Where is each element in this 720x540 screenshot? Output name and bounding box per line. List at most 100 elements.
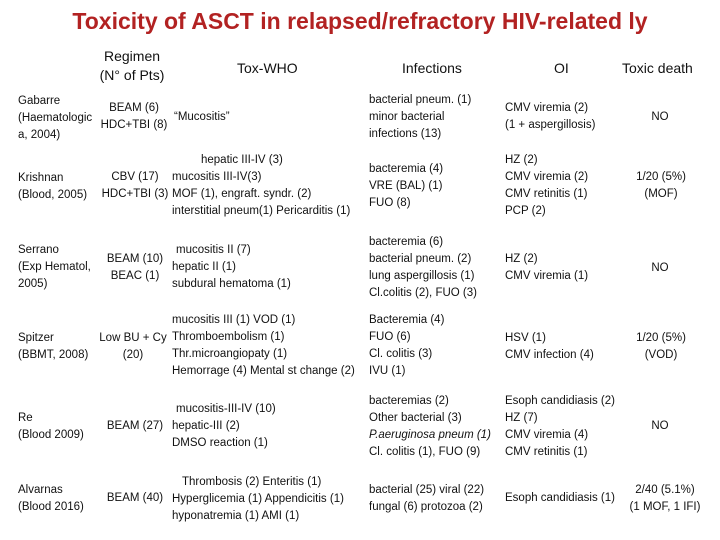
row-2-infections-line: VRE (BAL) (1) xyxy=(369,180,443,192)
row-2-study: Krishnan (Blood, 2005) xyxy=(18,170,87,204)
row-3-regimen-line: BEAC (1) xyxy=(110,270,160,282)
row-5-infections-line: Cl. colitis (1), FUO (9) xyxy=(369,446,481,458)
row-6-infections: bacterial (25) viral (22) fungal (6) pro… xyxy=(369,482,484,516)
row-3-regimen-line: BEAM (10) xyxy=(106,253,164,265)
row-5-tox-line: mucositis-III-IV (10) xyxy=(176,403,276,415)
row-1-regimen: BEAM (6) HDC+TBI (8) xyxy=(98,100,170,134)
row-6-study-line: Alvarnas xyxy=(18,484,63,496)
row-4-study-line: (BBMT, 2008) xyxy=(18,349,89,361)
row-2-oi-line: CMV viremia (2) xyxy=(505,171,589,183)
row-2-regimen: CBV (17) HDC+TBI (3) xyxy=(100,169,170,203)
row-2-regimen-line: HDC+TBI (3) xyxy=(101,188,169,200)
row-1-infections-line: minor bacterial xyxy=(369,111,445,123)
row-4-death-line: (VOD) xyxy=(644,349,678,361)
row-6-tox: Thrombosis (2) Enteritis (1) Hyperglicem… xyxy=(172,474,344,525)
row-5-infections: bacteremias (2) Other bacterial (3) P.ae… xyxy=(369,393,491,461)
row-3-death-line: NO xyxy=(651,262,669,274)
row-2-oi: HZ (2) CMV viremia (2) CMV retinitis (1)… xyxy=(505,152,588,220)
row-4-infections-line: IVU (1) xyxy=(369,365,406,377)
row-5-study: Re (Blood 2009) xyxy=(18,410,84,444)
row-4-death-line: 1/20 (5%) xyxy=(636,332,686,344)
row-2-tox-line: MOF (1), engraft. syndr. (2) xyxy=(172,188,312,200)
row-4-death: 1/20 (5%) (VOD) xyxy=(622,330,700,364)
row-4-regimen-line: Low BU + Cy xyxy=(99,332,167,344)
row-1-oi-line: CMV viremia (2) xyxy=(505,102,589,114)
row-4-oi: HSV (1) CMV infection (4) xyxy=(505,330,594,364)
row-2-death-line: 1/20 (5%) xyxy=(636,171,686,183)
row-5-oi: Esoph candidiasis (2) HZ (7) CMV viremia… xyxy=(505,393,615,461)
row-2-oi-line: CMV retinitis (1) xyxy=(505,188,588,200)
row-4-regimen: Low BU + Cy (20) xyxy=(96,330,170,364)
row-2-regimen-line: CBV (17) xyxy=(111,171,159,183)
row-4-tox-line: Hemorrage (4) Mental st change (2) xyxy=(172,365,355,377)
row-6-death-line: (1 MOF, 1 IFI) xyxy=(629,501,701,513)
row-4-oi-line: CMV infection (4) xyxy=(505,349,594,361)
row-5-death-line: NO xyxy=(651,420,669,432)
row-5-study-line: Re xyxy=(18,412,33,424)
row-1-tox-line: “Mucositis” xyxy=(174,111,230,123)
row-6-death-line: 2/40 (5.1%) xyxy=(635,484,695,496)
row-6-study: Alvarnas (Blood 2016) xyxy=(18,482,84,516)
row-3-infections-line: bacterial pneum. (2) xyxy=(369,253,472,265)
row-3-infections-line: lung aspergillosis (1) xyxy=(369,270,475,282)
row-5-tox-line: hepatic-III (2) xyxy=(172,420,240,432)
row-1-study-line: a, 2004) xyxy=(18,129,61,141)
row-3-study-line: 2005) xyxy=(18,278,48,290)
row-1-study: Gabarre (Haematologic a, 2004) xyxy=(18,93,92,144)
row-5-infections-line: Other bacterial (3) xyxy=(369,412,462,424)
row-5-death: NO xyxy=(625,418,695,435)
row-1-death-line: NO xyxy=(651,111,669,123)
row-3-tox: mucositis II (7) hepatic II (1) subdural… xyxy=(172,242,291,293)
row-4-tox-line: Thromboembolism (1) xyxy=(172,331,285,343)
row-4-oi-line: HSV (1) xyxy=(505,332,546,344)
row-6-death: 2/40 (5.1%) (1 MOF, 1 IFI) xyxy=(620,482,710,516)
row-4-tox-line: mucositis III (1) VOD (1) xyxy=(172,314,296,326)
row-5-oi-line: Esoph candidiasis (2) xyxy=(505,395,615,407)
header-toxic-death: Toxic death xyxy=(622,60,693,76)
row-4-tox-line: Thr.microangiopaty (1) xyxy=(172,348,288,360)
row-3-oi-line: HZ (2) xyxy=(505,253,538,265)
row-1-study-line: Gabarre xyxy=(18,95,61,107)
row-5-study-line: (Blood 2009) xyxy=(18,429,84,441)
row-1-tox: “Mucositis” xyxy=(174,109,230,126)
row-2-infections: bacteremia (4) VRE (BAL) (1) FUO (8) xyxy=(369,161,443,212)
header-infections: Infections xyxy=(402,60,462,76)
header-regimen: Regimen (N° of Pts) xyxy=(88,47,176,85)
row-1-study-line: (Haematologic xyxy=(18,112,93,124)
page-title: Toxicity of ASCT in relapsed/refractory … xyxy=(72,8,648,34)
row-6-regimen-line: BEAM (40) xyxy=(106,492,164,504)
row-4-infections-line: Cl. colitis (3) xyxy=(369,348,433,360)
row-4-infections-line: FUO (6) xyxy=(369,331,411,343)
row-1-death: NO xyxy=(625,109,695,126)
row-3-oi-line: CMV viremia (1) xyxy=(505,270,589,282)
header-regimen-line2: (N° of Pts) xyxy=(99,67,165,83)
row-3-tox-line: mucositis II (7) xyxy=(176,244,251,256)
row-4-infections: Bacteremia (4) FUO (6) Cl. colitis (3) I… xyxy=(369,312,444,380)
row-2-tox-line: hepatic III-IV (3) xyxy=(201,154,283,166)
row-5-tox: mucositis-III-IV (10) hepatic-III (2) DM… xyxy=(172,401,276,452)
row-6-oi-line: Esoph candidiasis (1) xyxy=(505,492,615,504)
header-regimen-line1: Regimen xyxy=(103,48,161,64)
row-1-oi: CMV viremia (2) (1 + aspergillosis) xyxy=(505,100,595,134)
row-5-infections-line: P.aeruginosa pneum (1) xyxy=(369,429,491,441)
row-3-tox-line: subdural hematoma (1) xyxy=(172,278,291,290)
row-3-infections-line: bacteremia (6) xyxy=(369,236,444,248)
row-2-study-line: Krishnan xyxy=(18,172,64,184)
row-1-infections-line: bacterial pneum. (1) xyxy=(369,94,472,106)
row-5-regimen-line: BEAM (27) xyxy=(106,420,164,432)
row-3-infections-line: Cl.colitis (2), FUO (3) xyxy=(369,287,477,299)
row-3-oi: HZ (2) CMV viremia (1) xyxy=(505,251,588,285)
row-1-oi-line: (1 + aspergillosis) xyxy=(505,119,596,131)
row-3-death: NO xyxy=(625,260,695,277)
row-2-tox-line: interstitial pneum(1) Pericarditis (1) xyxy=(172,205,351,217)
row-3-study-line: Serrano xyxy=(18,244,59,256)
row-3-tox-line: hepatic II (1) xyxy=(172,261,236,273)
row-3-study: Serrano (Exp Hematol, 2005) xyxy=(18,242,91,293)
row-1-regimen-line: BEAM (6) xyxy=(109,102,159,114)
row-1-infections-line: infections (13) xyxy=(369,128,442,140)
row-5-oi-line: CMV viremia (4) xyxy=(505,429,589,441)
row-2-tox-line: mucositis III-IV(3) xyxy=(172,171,262,183)
row-4-study-line: Spitzer xyxy=(18,332,54,344)
row-1-infections: bacterial pneum. (1) minor bacterial inf… xyxy=(369,92,471,143)
row-5-infections-line: bacteremias (2) xyxy=(369,395,449,407)
